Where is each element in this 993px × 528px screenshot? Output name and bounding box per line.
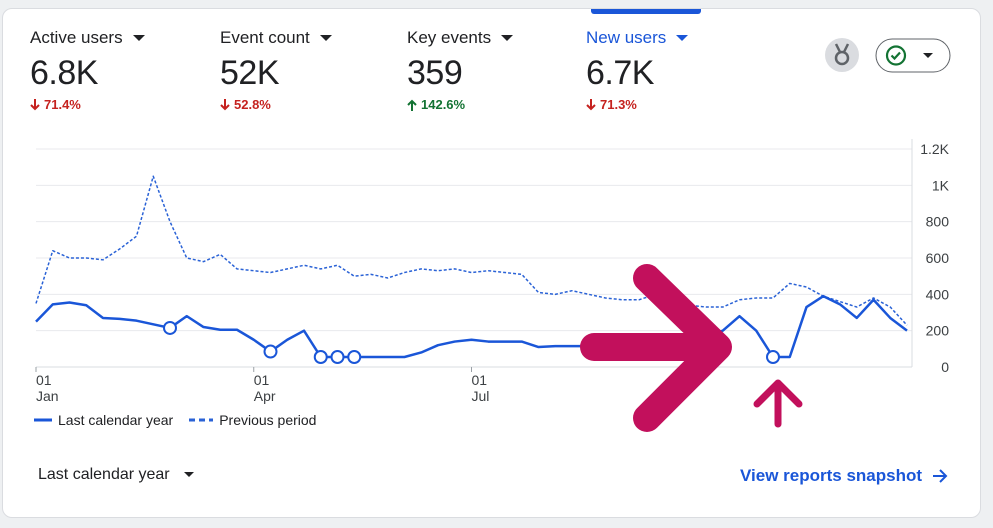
- metric-change-label: 71.4%: [44, 97, 81, 112]
- metric-label: New users: [586, 28, 667, 47]
- legend-swatch: [34, 418, 52, 422]
- metric-label: Key events: [407, 28, 492, 47]
- metric-card[interactable]: Key events 359 142.6%: [407, 28, 514, 112]
- metric-change: 52.8%: [220, 97, 332, 112]
- change-arrow: [220, 98, 230, 110]
- metric-card[interactable]: Event count 52K 52.8%: [220, 28, 332, 112]
- arrow-icon: [933, 469, 948, 483]
- change-arrow: [30, 98, 40, 110]
- metric-name: Active users: [30, 28, 145, 48]
- change-arrow: [586, 98, 596, 110]
- metric-change: 71.3%: [586, 97, 688, 112]
- metric-value: 52K: [220, 54, 279, 92]
- metric-name: Key events: [407, 28, 514, 48]
- dropdown-icon: [319, 35, 332, 41]
- legend-label: Previous period: [219, 412, 317, 428]
- dropdown-icon: [501, 35, 514, 41]
- link-label: View reports snapshot: [740, 466, 923, 485]
- metric-label: Active users: [30, 28, 123, 47]
- metric-value: 6.7K: [586, 54, 654, 92]
- metric-change-label: 52.8%: [234, 97, 271, 112]
- change-arrow: [407, 99, 417, 111]
- metric-change-label: 142.6%: [421, 97, 466, 112]
- selected-tab-indicator: [591, 9, 701, 14]
- metric-label: Event count: [220, 28, 310, 47]
- metric-card[interactable]: Active users 6.8K 71.4%: [30, 28, 145, 112]
- metric-card[interactable]: New users 6.7K 71.3%: [586, 28, 689, 112]
- metric-change: 71.4%: [30, 97, 145, 112]
- metric-value: 6.8K: [30, 54, 98, 92]
- dropdown-icon: [183, 472, 194, 477]
- metric-name: New users: [586, 28, 689, 48]
- dropdown-icon: [132, 35, 145, 41]
- metric-name: Event count: [220, 28, 332, 48]
- metric-value: 359: [407, 54, 463, 92]
- dropdown-icon: [676, 35, 689, 41]
- view-reports-link[interactable]: View reports snapshot: [740, 466, 948, 486]
- period-label: Last calendar year: [38, 466, 170, 483]
- period-selector[interactable]: Last calendar year: [38, 466, 194, 484]
- metric-change: 142.6%: [407, 97, 513, 112]
- legend-swatch: [189, 418, 214, 422]
- legend: Last calendar year Previous period: [34, 412, 316, 428]
- metric-change-label: 71.3%: [600, 97, 637, 112]
- legend-label: Last calendar year: [58, 412, 174, 428]
